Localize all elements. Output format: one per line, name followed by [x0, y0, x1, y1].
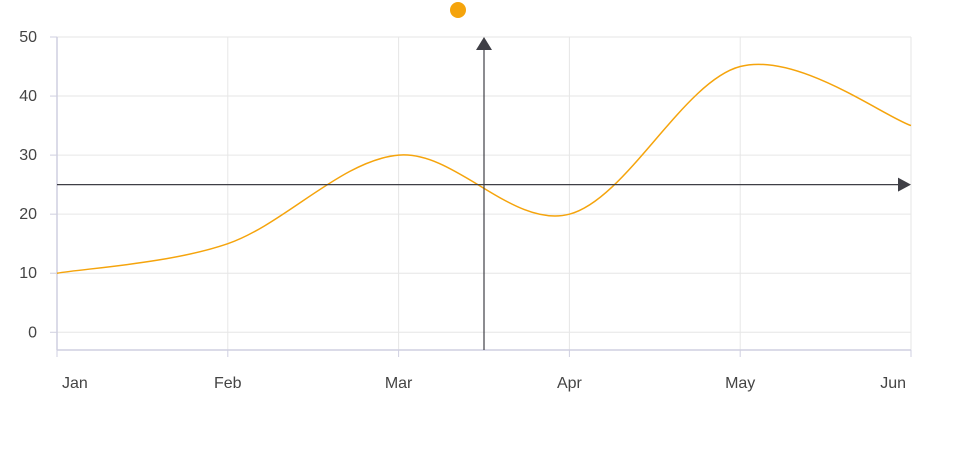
axes: [50, 36, 912, 357]
crosshair-arrow-right-icon: [898, 177, 911, 192]
x-tick-label: Apr: [557, 375, 583, 392]
x-tick-label: Jun: [880, 375, 906, 392]
y-tick-label: 0: [28, 324, 37, 341]
y-tick-label: 20: [19, 206, 37, 223]
legend-marker-icon: [450, 2, 466, 18]
series-line: [56, 63, 912, 274]
crosshair: [57, 37, 911, 350]
y-tick-label: 30: [19, 147, 37, 164]
legend: [450, 2, 466, 18]
y-tick-label: 40: [19, 88, 37, 105]
y-tick-label: 50: [19, 29, 37, 46]
series: [56, 63, 912, 274]
tick-labels: 0 10 20 30 40 50 Jan Feb Mar Apr May Jun: [19, 29, 906, 392]
y-tick-label: 10: [19, 265, 37, 282]
x-tick-label: Jan: [62, 375, 88, 392]
crosshair-arrow-up-icon: [476, 37, 492, 50]
x-tick-label: Feb: [214, 375, 242, 392]
x-tick-label: Mar: [385, 375, 413, 392]
x-tick-label: May: [725, 375, 755, 392]
